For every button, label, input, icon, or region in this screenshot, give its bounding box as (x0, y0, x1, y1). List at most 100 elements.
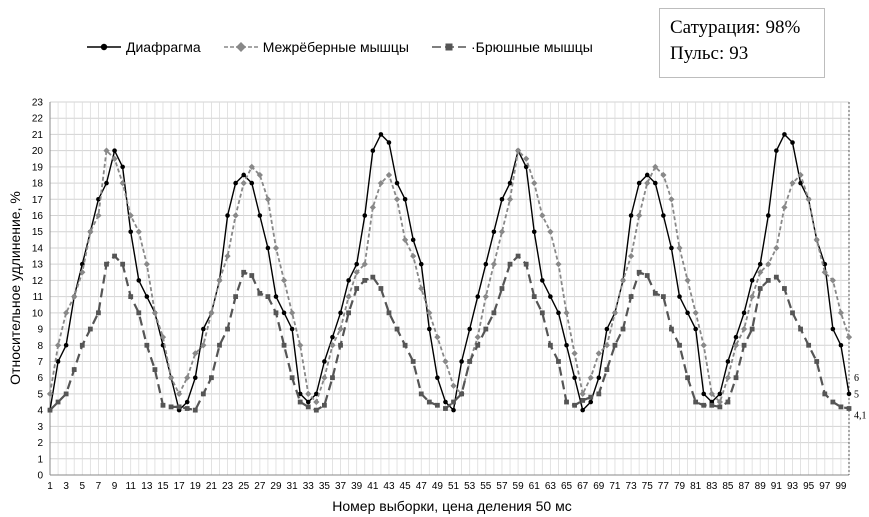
y-tick-label: 1 (37, 454, 43, 465)
data-point (151, 309, 159, 316)
data-point (459, 391, 465, 397)
x-tick-label: 51 (448, 481, 460, 492)
y-tick-label: 8 (37, 341, 43, 352)
data-point (104, 261, 109, 267)
data-point (273, 294, 279, 299)
data-point (636, 180, 642, 186)
data-point (846, 391, 852, 397)
x-tick-label: 25 (238, 481, 250, 492)
data-point (845, 334, 853, 341)
x-tick-label: 55 (480, 481, 492, 492)
data-point (685, 310, 690, 316)
data-point (644, 273, 650, 278)
data-point (580, 407, 585, 413)
data-point (354, 261, 359, 267)
data-point (272, 244, 280, 252)
data-point (402, 197, 408, 202)
x-tick-label: 71 (609, 481, 621, 492)
data-point (450, 382, 457, 389)
data-point (264, 196, 272, 203)
data-point (144, 294, 150, 299)
data-point (838, 404, 844, 410)
data-point (241, 172, 246, 178)
data-point (677, 294, 682, 299)
data-point (838, 342, 844, 348)
y-tick-label: 5 (37, 389, 43, 400)
data-point (781, 204, 788, 211)
data-point (491, 229, 497, 235)
data-point (225, 326, 230, 332)
x-tick-label: 89 (755, 481, 767, 492)
data-point (483, 261, 489, 267)
data-point (830, 326, 836, 332)
data-point (693, 326, 698, 332)
data-point (321, 374, 328, 381)
data-point (653, 180, 658, 186)
data-point (717, 391, 723, 397)
data-point (297, 342, 304, 349)
data-point (96, 310, 101, 316)
data-point (378, 132, 384, 137)
y-tick-label: 2 (37, 438, 43, 449)
data-point (830, 399, 836, 405)
y-tick-label: 15 (32, 227, 44, 238)
data-point (604, 367, 610, 372)
data-point (588, 399, 594, 405)
data-point (749, 278, 755, 283)
data-point (393, 196, 401, 203)
data-point (71, 367, 77, 372)
data-point (491, 310, 497, 316)
data-point (209, 375, 214, 381)
data-point (435, 375, 440, 380)
data-point (790, 140, 795, 145)
data-point (596, 375, 602, 380)
y-axis-label: Относительное удлинение, % (7, 191, 23, 385)
data-point (540, 278, 545, 283)
data-point (813, 236, 820, 243)
data-point (152, 367, 158, 372)
data-point (79, 342, 85, 348)
y-tick-label: 6 (37, 373, 43, 384)
data-point (200, 391, 206, 397)
data-point (660, 171, 667, 179)
data-point (782, 286, 787, 291)
data-point (362, 277, 368, 283)
x-tick-label: 19 (190, 481, 202, 492)
data-point (498, 228, 506, 235)
data-point (233, 294, 239, 300)
data-point (330, 375, 335, 381)
data-point (120, 164, 125, 170)
data-point (426, 399, 432, 405)
end-label: 5 (854, 389, 859, 400)
data-point (515, 253, 521, 259)
data-point (580, 398, 586, 403)
data-point (434, 402, 440, 408)
x-tick-label: 35 (319, 481, 331, 492)
data-point (733, 375, 739, 381)
data-point (475, 342, 481, 348)
data-point (401, 236, 409, 243)
x-tick-label: 65 (561, 481, 573, 492)
data-point (135, 228, 142, 235)
data-point (563, 309, 570, 316)
data-point (531, 229, 537, 235)
data-point (217, 342, 222, 348)
data-point (233, 180, 238, 186)
pulse-line: Пульс: 93 (670, 41, 814, 67)
data-point (345, 293, 352, 300)
x-tick-label: 17 (174, 481, 186, 492)
saturation-line: Сатурация: 98% (670, 15, 814, 41)
data-point (95, 212, 102, 219)
x-tick-label: 83 (706, 481, 718, 492)
data-point (120, 261, 126, 267)
data-point (249, 273, 255, 278)
data-point (119, 179, 126, 187)
data-point (418, 285, 425, 292)
x-tick-label: 91 (771, 481, 783, 492)
data-point (757, 286, 763, 291)
data-point (369, 204, 376, 211)
data-point (611, 309, 619, 316)
data-point (322, 402, 327, 408)
